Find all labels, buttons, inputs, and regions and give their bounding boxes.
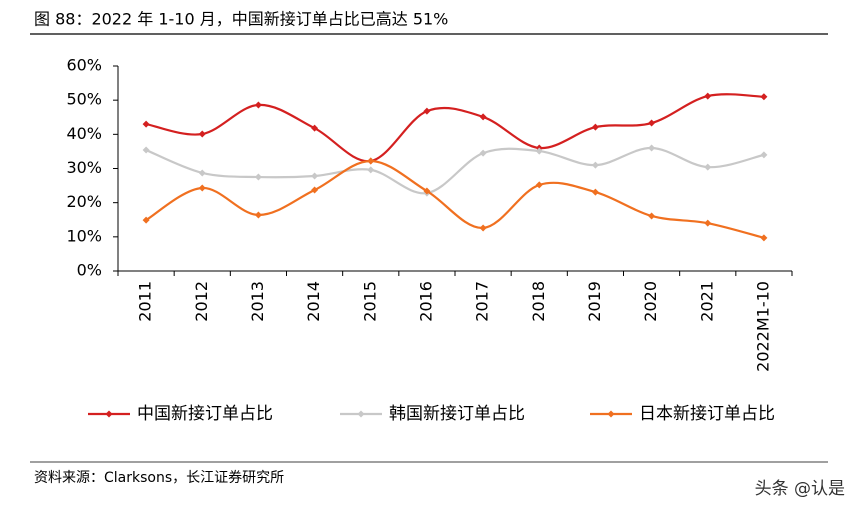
point [479,149,487,157]
point [142,216,150,224]
point [535,181,543,189]
y-tick-label: 0% [77,261,102,280]
x-tick-label: 2014 [304,281,323,322]
y-tick-label: 10% [66,226,102,245]
legend-label: 日本新接订单占比 [639,404,775,424]
x-tick-label: 2021 [697,281,716,322]
legend-label: 韩国新接订单占比 [389,404,525,424]
point [198,184,206,192]
point [367,166,375,174]
watermark: 头条 @认是 [755,479,845,499]
point [142,120,150,128]
point [704,163,712,171]
point [423,107,431,115]
point [311,172,319,180]
source: 资料来源：Clarksons，长江证券研究所 [34,470,284,486]
y-tick-label: 60% [66,56,102,75]
y-tick-label: 20% [66,192,102,211]
point [591,188,599,196]
point [760,234,768,242]
y-tick-label: 50% [66,90,102,109]
point [311,124,319,132]
point [479,113,487,121]
point [479,224,487,232]
x-tick-label: 2015 [360,281,379,322]
x-tick-label: 2020 [641,281,660,322]
x-tick-label: 2013 [248,281,267,322]
point [704,92,712,100]
point [760,151,768,159]
point [648,144,656,152]
legend-label: 中国新接订单占比 [137,404,273,424]
x-tick-label: 2012 [192,281,211,322]
point [198,130,206,138]
point [254,173,262,181]
point [648,119,656,127]
legend-marker [105,410,113,418]
y-tick-label: 30% [66,158,102,177]
point [423,187,431,195]
series-line [145,93,764,163]
series-line [145,159,765,239]
point [760,93,768,101]
x-tick-label: 2017 [473,281,492,322]
x-tick-label: 2022M1-10 [753,281,772,372]
point [704,219,712,227]
point [254,211,262,219]
chart-title: 图 88：2022 年 1-10 月，中国新接订单占比已高达 51% [34,10,448,29]
point [142,146,150,154]
series-line [145,146,765,195]
point [198,169,206,177]
y-tick-label: 40% [66,124,102,143]
legend-marker [357,410,365,418]
legend-marker [607,410,615,418]
x-tick-label: 2016 [416,281,435,322]
point [591,123,599,131]
point [648,212,656,220]
x-tick-label: 2019 [585,281,604,322]
point [591,161,599,169]
x-tick-label: 2011 [136,281,155,322]
point [367,157,375,165]
x-tick-label: 2018 [529,281,548,322]
point [254,101,262,109]
point [535,147,543,155]
point [311,186,319,194]
